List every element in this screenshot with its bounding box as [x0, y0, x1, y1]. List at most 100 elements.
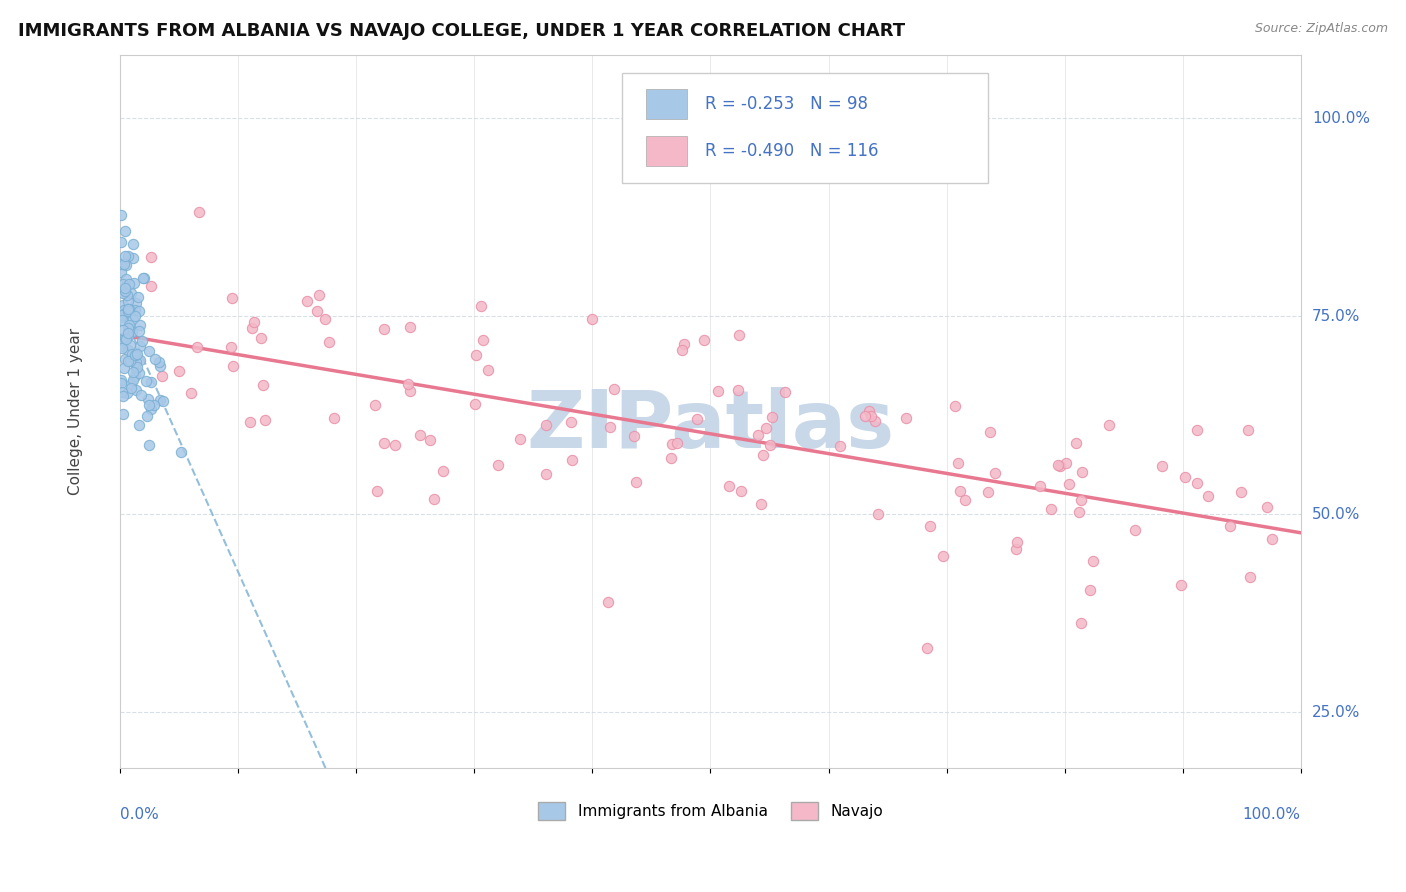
Point — [121, 236, 143, 251]
Point — [112, 256, 135, 270]
Point — [1239, 570, 1261, 584]
Point — [122, 373, 145, 387]
Point — [121, 325, 143, 339]
Point — [1123, 523, 1146, 537]
Point — [979, 425, 1001, 439]
Point — [1064, 435, 1087, 450]
Point — [322, 411, 344, 425]
Point — [114, 306, 136, 320]
Point — [242, 315, 264, 329]
Text: 100.0%: 100.0% — [1312, 111, 1369, 126]
Point — [117, 293, 139, 308]
Point — [120, 353, 142, 368]
Point — [464, 397, 486, 411]
Point — [239, 415, 262, 429]
Point — [138, 344, 160, 359]
Point — [132, 271, 155, 285]
Point — [125, 296, 148, 310]
Point — [180, 385, 202, 400]
Point — [828, 439, 851, 453]
Point — [120, 377, 142, 392]
Point — [114, 249, 136, 263]
Text: ZIPatlas: ZIPatlas — [526, 387, 894, 465]
Point — [1028, 478, 1050, 492]
FancyBboxPatch shape — [621, 73, 988, 184]
Point — [252, 378, 274, 392]
Point — [953, 492, 976, 507]
Point — [727, 328, 749, 343]
Point — [755, 421, 778, 435]
Point — [1005, 542, 1028, 557]
Point — [134, 271, 156, 285]
Point — [131, 334, 153, 348]
Point — [141, 279, 163, 293]
Point — [114, 284, 136, 298]
Point — [149, 392, 172, 407]
FancyBboxPatch shape — [645, 88, 688, 119]
Point — [114, 352, 136, 367]
Point — [152, 393, 174, 408]
Point — [977, 485, 1000, 500]
Point — [419, 433, 441, 447]
Point — [141, 250, 163, 264]
Point — [110, 235, 132, 250]
Point — [1047, 458, 1070, 473]
Point — [128, 366, 150, 380]
Text: Source: ZipAtlas.com: Source: ZipAtlas.com — [1254, 22, 1388, 36]
Point — [534, 417, 557, 432]
Point — [747, 428, 769, 442]
Point — [858, 404, 880, 418]
Point — [135, 374, 157, 388]
Point — [111, 313, 134, 327]
Point — [111, 341, 134, 355]
Point — [128, 324, 150, 338]
Point — [120, 286, 142, 301]
Point — [859, 409, 882, 424]
Point — [477, 362, 499, 376]
Point — [111, 309, 134, 323]
Point — [117, 326, 139, 340]
Point — [534, 467, 557, 481]
Point — [250, 331, 273, 345]
Point — [1070, 493, 1092, 508]
Point — [118, 302, 141, 317]
Point — [470, 299, 492, 313]
Point — [135, 409, 157, 423]
Point — [945, 399, 967, 413]
Point — [366, 484, 388, 499]
Point — [399, 384, 422, 398]
Point — [946, 456, 969, 470]
Point — [129, 339, 152, 353]
Point — [409, 428, 432, 442]
Point — [121, 346, 143, 360]
Point — [1049, 458, 1071, 473]
Point — [127, 347, 149, 361]
Point — [758, 438, 780, 452]
Point — [399, 320, 422, 334]
Point — [308, 288, 330, 302]
Point — [112, 303, 135, 318]
Point — [1230, 484, 1253, 499]
Point — [127, 290, 149, 304]
Point — [661, 437, 683, 451]
Point — [124, 348, 146, 362]
Point — [128, 318, 150, 333]
Point — [112, 407, 135, 421]
Point — [1005, 534, 1028, 549]
Point — [1057, 476, 1080, 491]
Text: IMMIGRANTS FROM ALBANIA VS NAVAJO COLLEGE, UNDER 1 YEAR CORRELATION CHART: IMMIGRANTS FROM ALBANIA VS NAVAJO COLLEG… — [18, 22, 905, 40]
Point — [141, 402, 163, 417]
Point — [188, 205, 211, 219]
Point — [115, 258, 138, 272]
Point — [125, 383, 148, 397]
Text: 0.0%: 0.0% — [120, 807, 159, 822]
Point — [118, 277, 141, 292]
Point — [396, 377, 419, 392]
Text: 100.0%: 100.0% — [1243, 807, 1301, 822]
Point — [117, 343, 139, 358]
Point — [307, 304, 329, 318]
Point — [1070, 616, 1092, 631]
Point — [1081, 553, 1104, 567]
Point — [1152, 458, 1174, 473]
Point — [920, 518, 942, 533]
